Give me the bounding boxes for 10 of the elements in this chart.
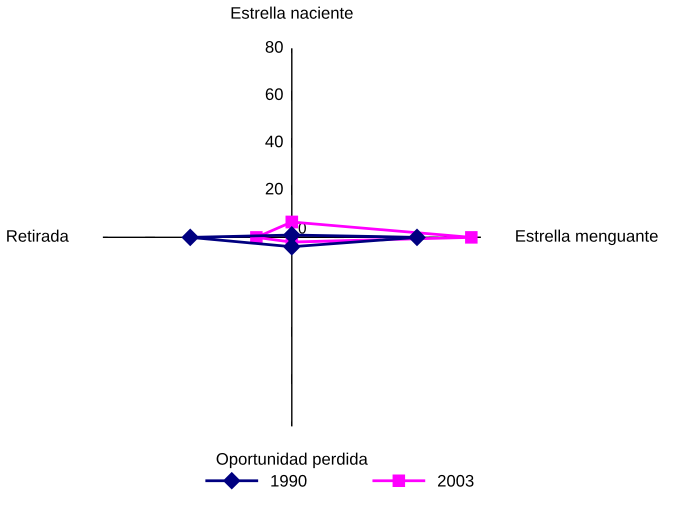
spoke-label: Estrella naciente <box>232 6 353 19</box>
y-tick-label: 20 <box>266 182 283 195</box>
spoke-label: Estrella menguante <box>516 230 658 246</box>
legend-label: 1990 <box>271 474 307 487</box>
y-tick-label: 60 <box>266 88 283 100</box>
spoke-label: Retirada <box>7 230 69 242</box>
legend-label: 2003 <box>438 474 474 487</box>
spoke-label: Oportunidad perdida <box>216 452 368 468</box>
y-tick-label: 80 <box>266 41 283 53</box>
y-tick-label: 40 <box>265 136 283 148</box>
